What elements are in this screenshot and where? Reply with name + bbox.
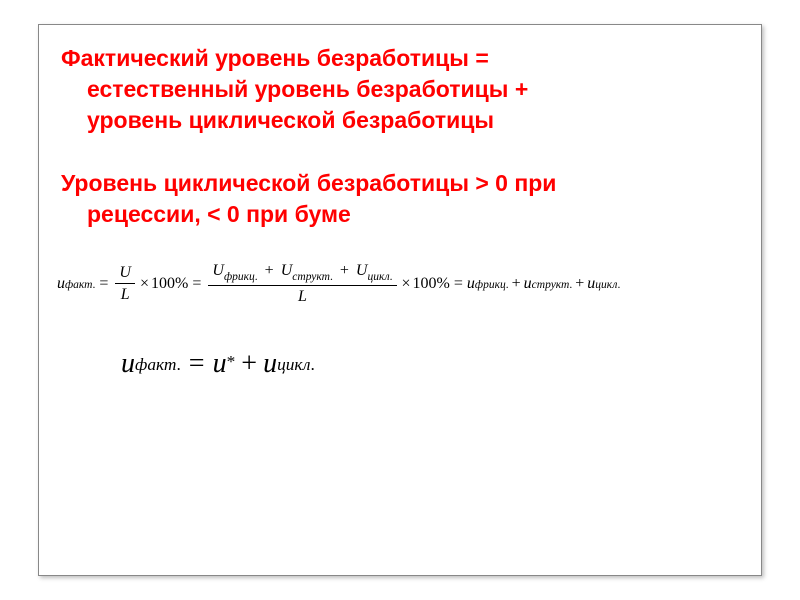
f2-u2: u	[213, 348, 227, 380]
formula-block: uфакт. = U L ×100% = Uфрикц. + Uструкт. …	[61, 262, 739, 379]
pct-2: 100%	[413, 275, 450, 293]
u-cikl-u: U	[356, 262, 368, 279]
frac-1-num: U	[115, 264, 135, 285]
eq-2: =	[192, 275, 201, 293]
heading-2-line-2: рецессии, < 0 при буме	[61, 199, 739, 230]
times-1: ×	[140, 275, 149, 293]
u-frikc-sub: фрикц	[224, 271, 255, 283]
plus-d: +	[575, 275, 584, 293]
u-frikc-u: U	[212, 262, 224, 279]
u-frikc2-u: u	[467, 275, 475, 293]
plus-c: +	[512, 275, 521, 293]
f2-star: *	[227, 352, 236, 372]
formula-1: uфакт. = U L ×100% = Uфрикц. + Uструкт. …	[57, 262, 739, 305]
plus-a: +	[265, 262, 274, 279]
slide-frame: Фактический уровень безработицы = естест…	[38, 24, 762, 576]
heading-2-line-1: Уровень циклической безработицы > 0 при	[61, 170, 556, 196]
times-2: ×	[402, 275, 411, 293]
u-strukt2-sub: структ	[532, 279, 570, 291]
f2-cikl: цикл	[277, 355, 310, 374]
heading-1-line-2: естественный уровень безработицы +	[61, 74, 739, 105]
sub-fakt: факт	[65, 279, 93, 291]
u-strukt-u: U	[281, 262, 293, 279]
u-strukt-sub: структ	[292, 271, 330, 283]
frac-2: Uфрикц. + Uструкт. + Uцикл. L	[208, 262, 396, 305]
var-u: u	[57, 275, 65, 293]
f2-plus: +	[241, 348, 257, 380]
u-cikl-sub: цикл	[367, 271, 389, 283]
heading-2: Уровень циклической безработицы > 0 при …	[61, 168, 739, 230]
f2-fakt: факт	[135, 355, 176, 374]
u-cikl2-sub: цикл	[595, 279, 617, 291]
f2-u1: u	[121, 348, 135, 380]
u-frikc2-sub: фрикц	[475, 279, 506, 291]
dot: .	[93, 279, 96, 291]
f2-u3: u	[263, 348, 277, 380]
pct-1: 100%	[151, 275, 188, 293]
frac-2-den: L	[294, 286, 311, 306]
eq-1: =	[99, 275, 108, 293]
frac-1: U L	[115, 264, 135, 304]
plus-b: +	[340, 262, 349, 279]
frac-1-den: L	[117, 284, 134, 304]
formula-2: uфакт. = u* + uцикл.	[121, 348, 739, 380]
heading-1: Фактический уровень безработицы = естест…	[61, 43, 739, 136]
f2-eq: =	[189, 348, 205, 380]
heading-1-line-1: Фактический уровень безработицы =	[61, 45, 489, 71]
eq-3: =	[454, 275, 463, 293]
u-strukt2-u: u	[524, 275, 532, 293]
frac-2-num: Uфрикц. + Uструкт. + Uцикл.	[208, 262, 396, 286]
heading-1-line-3: уровень циклической безработицы	[61, 105, 739, 136]
u-cikl2-u: u	[587, 275, 595, 293]
